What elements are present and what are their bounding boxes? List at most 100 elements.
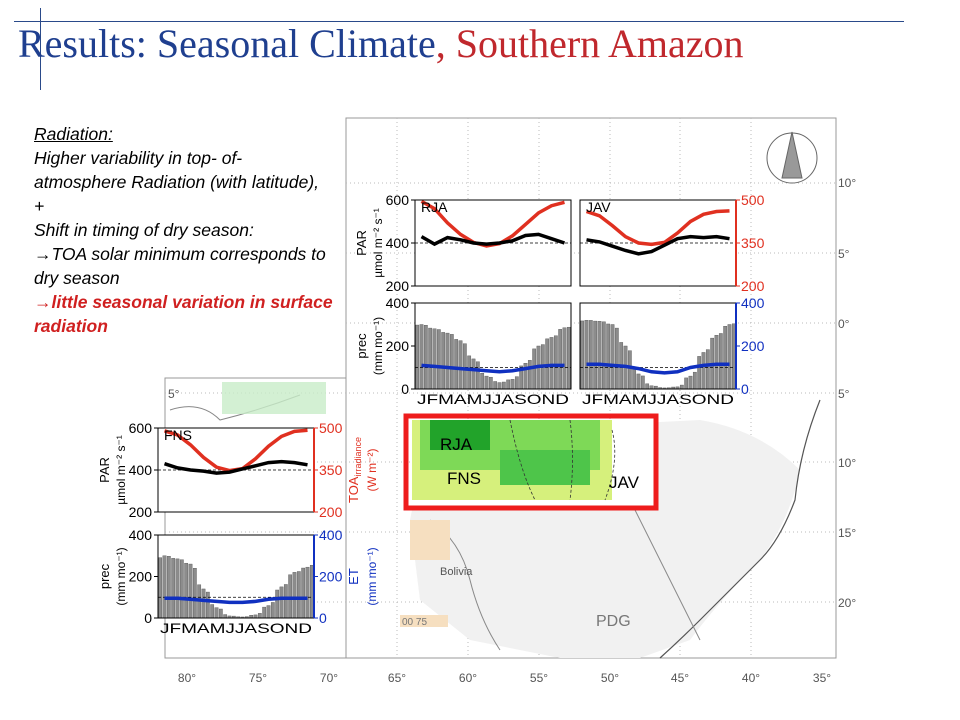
prec-bar	[423, 325, 428, 390]
prec-bar	[419, 324, 424, 390]
prec-bar	[454, 339, 459, 390]
prec-bar	[558, 329, 563, 390]
y2-tick-label: 350	[319, 462, 343, 478]
right-axis-title-line1: TOAirradiance	[346, 437, 363, 503]
prec-bar	[223, 614, 228, 619]
left-axis-title: prec (mm mo⁻¹)	[97, 547, 128, 605]
prec-bar	[171, 558, 176, 619]
prec-bar	[488, 376, 493, 390]
par-line	[586, 234, 730, 256]
longitude-label: 80°	[178, 671, 196, 685]
y-tick-label: 200	[386, 278, 410, 294]
prec-bar	[436, 329, 441, 390]
y-tick-label: 400	[129, 462, 153, 478]
left-axis-title-line2: µmol m⁻² s⁻¹	[114, 435, 128, 505]
toa-line	[585, 209, 730, 247]
map-label-jav: JAV	[609, 473, 640, 492]
y2-tick-label: 200	[741, 278, 765, 294]
map-scale-bar	[400, 615, 448, 627]
prec-bar	[218, 608, 223, 619]
latitude-label: 5°	[838, 387, 850, 401]
map-patch-left	[222, 382, 326, 414]
prec-bar	[614, 327, 619, 390]
title-part-1: Results: Seasonal Climate	[18, 21, 436, 66]
prec-bar	[449, 334, 454, 390]
left-axis-title-line2: (mm mo⁻¹)	[371, 317, 385, 375]
y-tick-label: 200	[386, 338, 410, 354]
right-axis-title-sub: irradiance	[353, 437, 363, 477]
right-axis-title-line1: ET	[346, 568, 361, 585]
prec-bar	[684, 377, 689, 390]
prec-bar	[441, 332, 446, 390]
par-line	[163, 459, 308, 475]
prec-bar	[514, 376, 519, 390]
y-tick-label: 0	[401, 381, 409, 397]
prec-bar	[175, 558, 180, 619]
et-line	[586, 362, 730, 375]
prec-bar	[636, 373, 641, 390]
right-axis-title: TOAirradiance(W m⁻²)	[346, 437, 379, 503]
prec-bar	[632, 369, 637, 390]
slide-title: Results: Seasonal Climate, Southern Amaz…	[18, 20, 743, 67]
longitude-label: 55°	[530, 671, 548, 685]
prec-bar	[549, 337, 554, 390]
longitude-label: 40°	[742, 671, 760, 685]
map-latitude-labels: 10° 5° 0° 5° 10° 15° 20° 5°	[168, 176, 856, 610]
y2-tick-label: 500	[741, 192, 765, 208]
map-label-rja: RJA	[440, 435, 473, 454]
prec-bar	[188, 563, 193, 619]
prec-bar	[158, 557, 163, 619]
y2-tick-label: 400	[319, 527, 343, 543]
prec-bar	[553, 335, 558, 390]
longitude-label: 60°	[459, 671, 477, 685]
prec-bar	[162, 555, 167, 619]
text-arrow-1: →TOA solar minimum corresponds to dry se…	[34, 244, 326, 288]
y2-tick-label: 400	[741, 295, 765, 311]
latitude-label: 5°	[168, 387, 180, 401]
y2-tick-label: 200	[741, 338, 765, 354]
longitude-label: 35°	[813, 671, 831, 685]
plot-area	[580, 303, 736, 389]
prec-bar	[627, 350, 632, 390]
prec-bar	[288, 574, 293, 619]
prec-bar	[428, 327, 433, 390]
left-axis-title-line1: PAR	[354, 230, 369, 256]
prec-bar	[467, 355, 472, 390]
map-label-fns: FNS	[447, 469, 481, 488]
prec-bar	[210, 604, 215, 619]
y-tick-label: 400	[386, 295, 410, 311]
study-region: RJA FNS JAV	[403, 413, 659, 511]
month-labels: JFMAMJJASOND	[160, 620, 312, 636]
prec-bar	[262, 606, 267, 619]
y2-tick-label: 200	[319, 569, 343, 585]
prec-bar	[727, 324, 732, 390]
prec-bar	[257, 613, 262, 619]
forest-cover-mid-2	[500, 450, 590, 485]
chart-jav-precipitation: 0 200 400 JFMAMJJASOND	[579, 295, 765, 407]
right-axis-title-main: TOA	[346, 476, 361, 503]
forest-cover-dark	[430, 420, 490, 450]
prec-bar	[415, 324, 420, 390]
month-labels: JFMAMJJASOND	[417, 391, 569, 407]
prec-bar	[645, 383, 650, 390]
prec-bar	[184, 562, 189, 619]
region-boundary	[509, 419, 616, 501]
prec-bar	[201, 588, 206, 619]
prec-bar	[166, 556, 171, 619]
prec-bar	[214, 607, 219, 619]
par-line	[420, 232, 566, 247]
chart-jav-radiation: JAV 200 350 500	[579, 192, 765, 294]
y2-tick-label: 200	[319, 504, 343, 520]
map-label-bolivia: Bolivia	[440, 566, 473, 578]
latitude-label: 0°	[838, 317, 850, 331]
text-heading: Radiation:	[34, 124, 113, 144]
latitude-label: 5°	[838, 247, 850, 261]
y-tick-label: 400	[129, 527, 153, 543]
y2-tick-label: 350	[741, 235, 765, 251]
longitude-label: 50°	[601, 671, 619, 685]
left-axis-title: prec (mm mo⁻¹)	[354, 317, 385, 375]
